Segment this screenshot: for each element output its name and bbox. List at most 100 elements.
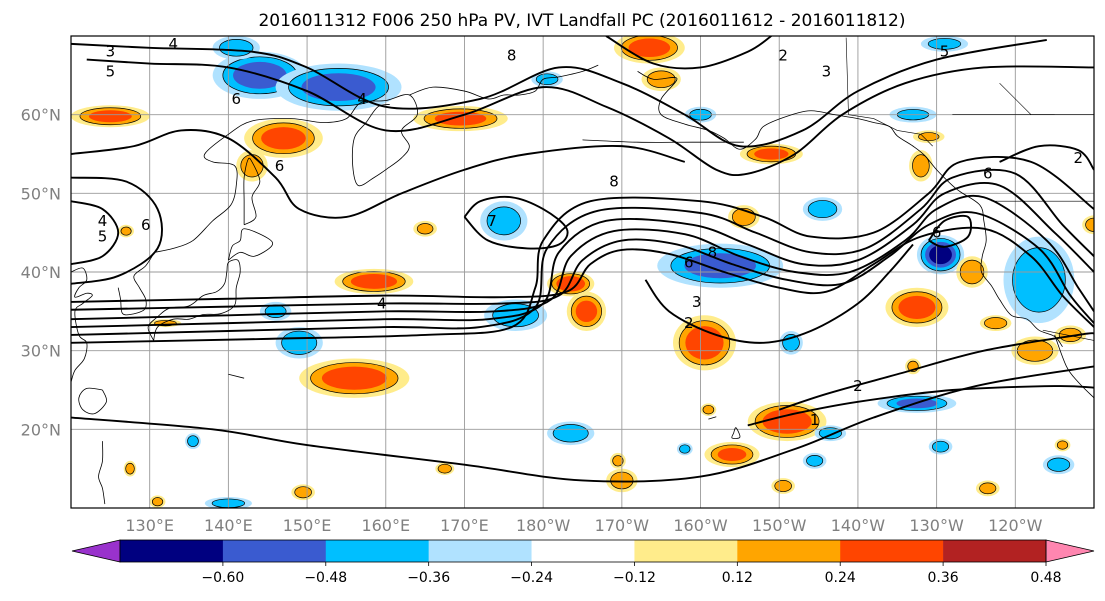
anomaly-blob xyxy=(802,197,843,221)
pv-contour-label: 4 xyxy=(357,90,367,108)
coastline xyxy=(243,157,261,226)
anomaly-level xyxy=(912,154,930,178)
anomaly-level xyxy=(918,132,940,142)
coastline xyxy=(227,228,274,261)
colorbar-segment xyxy=(737,540,841,562)
anomaly-blob xyxy=(275,327,323,359)
anomaly-level xyxy=(350,274,398,289)
pv-contour-label: 2 xyxy=(778,47,788,65)
coastline xyxy=(98,441,106,505)
anomaly-level xyxy=(264,304,287,318)
colorbar-extend-high xyxy=(1045,539,1095,563)
longitude-tick-label: 160°W xyxy=(673,516,728,535)
longitude-tick-label: 140°W xyxy=(831,516,886,535)
pv-contour-line xyxy=(86,58,1094,177)
anomaly-blob xyxy=(212,36,260,60)
anomaly-blob xyxy=(299,358,410,398)
anomaly-level xyxy=(301,73,376,102)
anomaly-blob xyxy=(802,452,827,469)
coastline xyxy=(228,373,245,379)
anomaly-level xyxy=(416,223,434,235)
anomaly-level xyxy=(717,447,747,462)
pv-contour-label: 8 xyxy=(609,173,619,191)
coastline xyxy=(637,71,1063,347)
longitude-tick-label: 140°E xyxy=(204,516,253,535)
pv-contour-label: 5 xyxy=(98,228,108,246)
anomaly-level xyxy=(628,38,671,58)
pv-contour-line xyxy=(71,365,1094,483)
longitude-tick-label: 130°E xyxy=(125,516,174,535)
pv-contour-line xyxy=(71,226,1094,328)
figure-title: 2016011312 F006 250 hPa PV, IVT Landfall… xyxy=(258,11,905,31)
anomaly-blob xyxy=(291,484,315,501)
coastline xyxy=(731,427,741,439)
anomaly-level xyxy=(294,486,312,499)
colorbar-segment xyxy=(428,540,532,562)
colorbar-segment xyxy=(120,540,224,562)
longitude-tick-label: 170°E xyxy=(440,516,489,535)
map-gridlines xyxy=(71,36,1094,508)
pv-contour-label: 6 xyxy=(932,224,942,242)
pv-contour-line xyxy=(71,168,1094,336)
anomaly-level xyxy=(932,440,950,453)
anomaly-blob xyxy=(928,438,953,455)
pv-contour-line xyxy=(778,332,1094,411)
anomaly-blob xyxy=(704,441,760,468)
pv-contour-label: 6 xyxy=(275,157,285,175)
pv-contour-line xyxy=(71,38,1047,148)
pv-contour-label: 2 xyxy=(1073,149,1083,167)
anomaly-blob xyxy=(1082,215,1094,235)
latitude-tick-label: 30°N xyxy=(21,342,61,361)
colorbar-segment xyxy=(531,540,635,562)
pv-contour-label: 5 xyxy=(106,62,116,80)
pv-contours xyxy=(71,36,1094,483)
anomaly-level xyxy=(1056,440,1069,450)
longitude-tick-label: 160°E xyxy=(361,516,410,535)
anomaly-blob xyxy=(909,150,933,182)
anomaly-blob xyxy=(700,403,717,416)
anomaly-blob xyxy=(123,460,137,477)
political-border xyxy=(845,37,849,115)
latitude-tick-label: 20°N xyxy=(21,420,61,439)
anomaly-level xyxy=(120,226,132,236)
pv-contour-line xyxy=(71,182,1094,329)
anomaly-blob xyxy=(71,105,150,128)
colorbar-tick-label: 0.36 xyxy=(928,570,959,586)
anomaly-blob xyxy=(1054,438,1071,452)
coastline xyxy=(71,267,93,383)
anomaly-level xyxy=(807,200,838,219)
longitude-tick-label: 130°W xyxy=(909,516,964,535)
pv-contour-label: 2 xyxy=(853,377,863,395)
anomaly-level xyxy=(806,455,824,467)
anomaly-blob xyxy=(613,36,685,64)
anomaly-level xyxy=(552,424,589,443)
coastline xyxy=(117,252,155,316)
anomaly-level xyxy=(437,463,452,474)
longitude-tick-label: 170°W xyxy=(595,516,650,535)
colorbar-tick-label: −0.12 xyxy=(613,570,656,586)
longitude-tick-label: 150°W xyxy=(752,516,807,535)
anomaly-blob xyxy=(566,291,607,332)
anomaly-level xyxy=(679,444,691,454)
pv-contour-label: 2 xyxy=(684,314,694,332)
pv-contour-line xyxy=(927,214,972,248)
anomaly-blob xyxy=(676,442,693,456)
anomaly-level xyxy=(281,330,318,355)
pv-contour-label: 6 xyxy=(684,254,694,272)
pv-contour-label: 3 xyxy=(822,62,832,80)
anomaly-blob xyxy=(531,71,563,88)
anomaly-level xyxy=(187,435,199,447)
anomaly-level xyxy=(321,366,387,390)
latitude-labels: 20°N 30°N 40°N 50°N 60°N xyxy=(21,106,61,440)
colorbar-segment xyxy=(943,540,1047,562)
coastline xyxy=(78,387,108,415)
anomaly-level xyxy=(818,427,842,440)
anomaly-blob xyxy=(435,462,455,475)
pv-contour-line xyxy=(71,155,1094,344)
colorbar-tick-label: −0.60 xyxy=(201,570,244,586)
anomaly-level xyxy=(1047,457,1071,472)
anomaly-blob xyxy=(913,130,945,143)
pv-contour-line xyxy=(71,200,120,266)
